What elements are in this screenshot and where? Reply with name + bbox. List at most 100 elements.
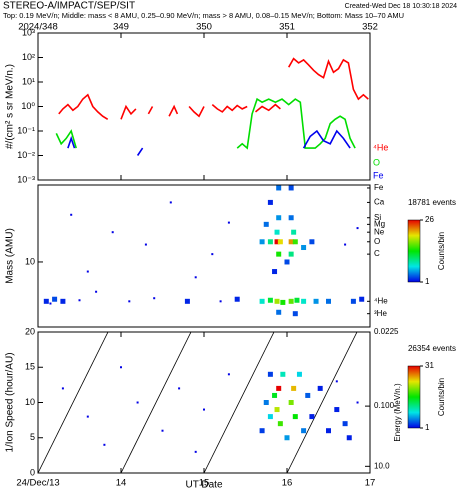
density-point	[234, 296, 240, 302]
density-point	[309, 414, 315, 420]
density-point	[103, 443, 106, 446]
density-point	[49, 302, 52, 305]
density-point	[344, 243, 347, 246]
density-point	[259, 239, 265, 245]
density-point	[288, 251, 294, 257]
colorbar-events: 26354 events	[408, 344, 456, 353]
density-point	[86, 270, 89, 273]
density-point	[219, 300, 222, 303]
density-point	[274, 298, 280, 304]
density-point	[301, 428, 307, 434]
density-point	[296, 371, 302, 377]
density-point	[211, 253, 214, 256]
density-point	[334, 407, 340, 413]
density-point	[277, 421, 283, 427]
y-tick-label: 10⁻²	[17, 150, 35, 160]
y-tick-label: 10³	[22, 27, 35, 37]
density-point	[52, 296, 58, 302]
density-point	[284, 435, 290, 441]
density-point	[292, 239, 298, 245]
species-label: Ne	[374, 227, 385, 236]
series-line	[55, 97, 356, 150]
density-point	[267, 239, 273, 245]
density-point	[309, 239, 315, 245]
density-point	[356, 227, 359, 230]
x-axis-label: UT Date	[185, 480, 222, 491]
density-point	[95, 290, 98, 293]
x-tick-label: 352	[362, 22, 378, 33]
density-point	[111, 231, 114, 234]
density-point	[267, 371, 273, 377]
density-point	[301, 298, 307, 304]
y2-axis-label: Energy (MeV/n.)	[393, 383, 402, 442]
species-label: ³He	[374, 309, 387, 318]
density-point	[274, 229, 280, 235]
species-label: Ca	[374, 198, 385, 207]
density-point	[120, 366, 122, 369]
density-point	[288, 298, 294, 304]
legend-label: ⁴He	[373, 142, 388, 152]
y-tick-label: 10	[25, 256, 35, 266]
density-point	[346, 435, 352, 441]
y-tick-label: 15	[25, 362, 35, 372]
colorbar-tick-label: 1	[425, 277, 430, 286]
density-point	[203, 408, 205, 411]
density-point	[294, 297, 300, 303]
density-point	[78, 299, 81, 302]
density-point	[227, 221, 230, 224]
species-label: Mg	[374, 219, 385, 228]
density-point	[86, 415, 89, 418]
density-point	[61, 387, 64, 390]
x-tick-label: 349	[113, 22, 129, 33]
density-point	[280, 371, 286, 377]
y-tick-label: 0	[30, 467, 35, 477]
y-tick-label: 10	[25, 397, 35, 407]
x-tick-label: 2024/348	[18, 22, 58, 33]
density-point	[284, 259, 290, 265]
created: Created-Wed Dec 18 10:30:18 2024	[345, 3, 457, 10]
y-tick-label: 10⁻³	[17, 174, 35, 184]
subtitle: Top: 0.19 MeV/n; Middle: mass < 8 AMU, 0…	[3, 11, 404, 20]
density-point	[227, 373, 230, 376]
y-tick-label: 10⁰	[21, 101, 35, 111]
species-label: C	[374, 249, 380, 258]
x-tick-label: 351	[279, 22, 295, 33]
density-point	[359, 296, 365, 302]
density-point	[305, 392, 311, 398]
colorbar-tick-label: 31	[425, 361, 434, 370]
density-point	[326, 428, 331, 434]
density-point	[259, 428, 265, 434]
density-point	[276, 185, 282, 191]
density-point	[60, 298, 66, 304]
density-point	[288, 215, 294, 221]
series-line	[67, 129, 351, 156]
density-point	[70, 213, 73, 216]
density-point	[276, 309, 282, 315]
density-point	[43, 298, 49, 304]
y-axis-label: #/(cm² s sr MeV/n.)	[5, 64, 16, 149]
y2-tick-label: 0.100	[374, 401, 395, 410]
x-tick-label: 24/Dec/13	[16, 478, 59, 489]
density-point	[288, 185, 294, 191]
density-point	[128, 300, 131, 303]
y-tick-label: 10¹	[22, 76, 35, 86]
density-point	[274, 239, 280, 245]
x-tick-label: 15	[199, 478, 210, 489]
series-line	[58, 57, 369, 120]
density-point	[301, 245, 307, 251]
y-tick-label: 20	[25, 326, 35, 336]
density-point	[267, 297, 273, 303]
density-point	[326, 298, 331, 304]
density-point	[350, 298, 356, 304]
density-point	[280, 299, 286, 305]
density-point	[184, 298, 190, 304]
density-point	[277, 239, 283, 245]
density-point	[291, 385, 297, 391]
y2-tick-label: 0.0225	[374, 327, 399, 336]
density-point	[267, 414, 273, 420]
legend-label: O	[373, 157, 380, 167]
density-point	[335, 380, 338, 383]
density-point	[288, 239, 294, 245]
species-label: Si	[374, 213, 381, 222]
density-point	[259, 298, 265, 304]
